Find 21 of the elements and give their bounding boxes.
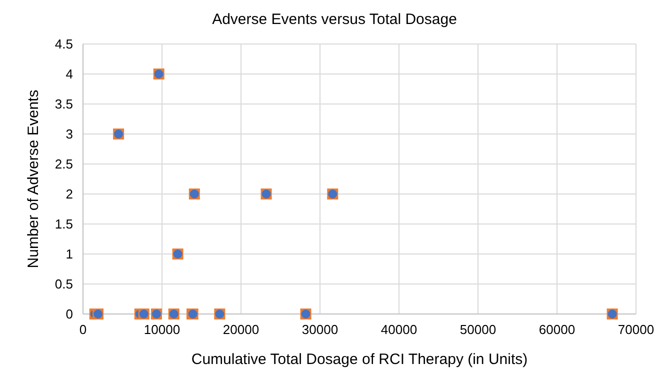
- x-axis-title: Cumulative Total Dosage of RCI Therapy (in Units): [191, 351, 528, 368]
- y-tick-label: 1: [66, 246, 73, 262]
- y-axis-title: Number of Adverse Events: [25, 90, 42, 268]
- y-tick-label: 2: [66, 186, 73, 202]
- y-tick-label: 0.5: [54, 276, 73, 292]
- y-tick-label: 3.5: [54, 96, 73, 112]
- x-tick-label: 60000: [538, 322, 576, 337]
- y-tick-label: 2.5: [54, 156, 73, 172]
- x-tick-label: 40000: [380, 322, 418, 337]
- x-tick-label: 30000: [302, 322, 338, 337]
- y-tick-label: 1.5: [54, 216, 73, 232]
- x-tick-label: 70000: [618, 322, 654, 337]
- y-tick-label: 4.5: [54, 36, 73, 52]
- y-tick-label: 0: [66, 306, 73, 322]
- y-tick-label: 3: [66, 126, 73, 142]
- x-tick-label: 20000: [222, 322, 260, 337]
- x-tick-label: 50000: [460, 322, 496, 337]
- y-tick-label: 4: [66, 66, 73, 82]
- x-tick-label: 0: [79, 322, 87, 337]
- x-tick-label: 10000: [144, 322, 180, 337]
- chart-title: Adverse Events versus Total Dosage: [212, 11, 457, 28]
